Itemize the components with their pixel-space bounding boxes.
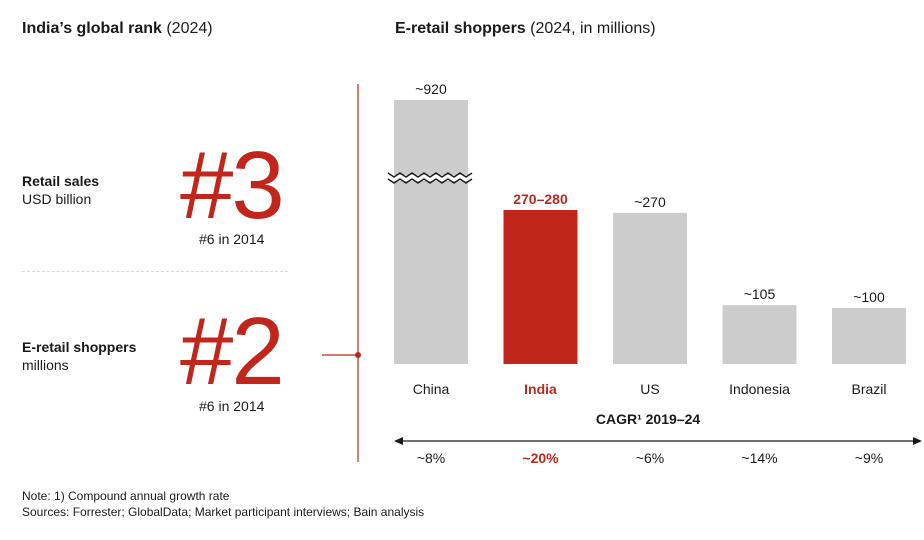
metric-divider: [22, 271, 288, 272]
value-label: 270–280: [513, 191, 568, 207]
axis-break-line: [387, 172, 473, 178]
value-label: ~100: [853, 289, 885, 305]
cagr-label: ~14%: [741, 450, 777, 466]
bar-india: [503, 210, 578, 364]
category-label: US: [640, 381, 659, 397]
bar-china: [394, 100, 468, 364]
value-label: ~920: [415, 81, 447, 97]
eretail-shoppers-label: E-retail shoppers millions: [22, 338, 136, 374]
connector-dot: [355, 352, 361, 358]
footnote-note: Note: 1) Compound annual growth rate: [22, 489, 230, 503]
eretail-shoppers-rank-2014: #6 in 2014: [199, 398, 265, 414]
footnote-sources: Sources: Forrester; GlobalData; Market p…: [22, 505, 425, 519]
metric-sublabel: millions: [22, 357, 69, 373]
metric-label: E-retail shoppers: [22, 339, 137, 355]
cagr-arrow-right: [913, 437, 922, 445]
eretail-shoppers-rank: #2: [180, 298, 285, 405]
footnotes: Note: 1) Compound annual growth rate Sou…: [22, 488, 424, 520]
retail-sales-rank-2014: #6 in 2014: [199, 231, 265, 247]
retail-sales-label: Retail sales USD billion: [22, 172, 99, 208]
metric-label: Retail sales: [22, 173, 100, 189]
left-title-year: (2024): [166, 20, 213, 37]
cagr-label: ~9%: [855, 450, 883, 466]
retail-sales-rank: #3: [180, 132, 285, 239]
right-title-bold: E-retail shoppers: [395, 20, 526, 37]
value-label: ~105: [744, 286, 776, 302]
left-title-bold: India’s global rank: [22, 20, 162, 37]
right-panel-title: E-retail shoppers (2024, in millions): [395, 20, 656, 38]
right-title-year: (2024, in millions): [530, 20, 656, 37]
category-label: Brazil: [851, 381, 886, 397]
cagr-label: ~8%: [417, 450, 445, 466]
metric-sublabel: USD billion: [22, 191, 92, 207]
bar-indonesia: [722, 305, 797, 364]
value-label: ~270: [634, 194, 666, 210]
cagr-label: ~6%: [636, 450, 664, 466]
axis-break-line: [387, 178, 473, 184]
bar-brazil: [832, 308, 906, 364]
category-label: India: [524, 381, 557, 397]
axis-break-gap: [394, 175, 468, 181]
cagr-arrow-left: [394, 437, 403, 445]
category-label: Indonesia: [729, 381, 790, 397]
category-label: China: [413, 381, 450, 397]
bar-us: [613, 212, 687, 364]
left-panel-title: India’s global rank (2024): [22, 20, 213, 38]
cagr-title: CAGR¹ 2019–24: [596, 411, 700, 427]
cagr-label: ~20%: [522, 450, 559, 466]
